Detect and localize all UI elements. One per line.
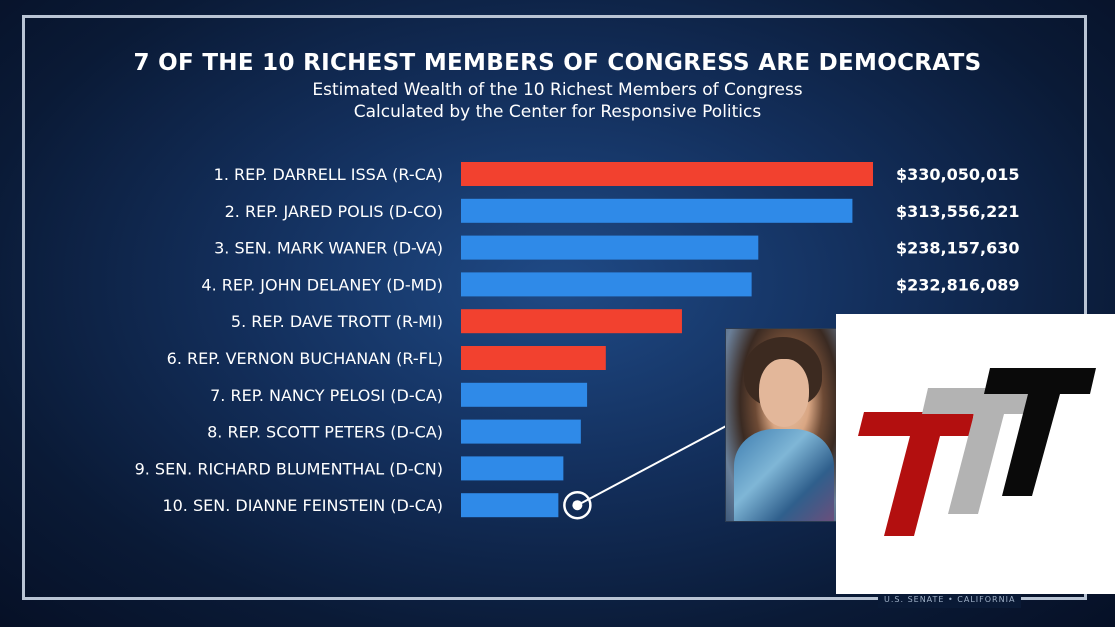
bar: [461, 162, 873, 186]
bar: [461, 198, 853, 223]
portrait-face: [759, 359, 809, 427]
chart-subtitle-line1: Estimated Wealth of the 10 Richest Membe…: [312, 80, 803, 100]
category-label: 3. SEN. MARK WANER (D-VA): [214, 239, 443, 258]
highlight-dot: [572, 500, 583, 511]
category-label: 2. REP. JARED POLIS (D-CO): [225, 202, 443, 221]
chart-frame: [22, 15, 1087, 600]
chart-title: 7 OF THE 10 RICHEST MEMBERS OF CONGRESS …: [133, 50, 982, 76]
bar: [461, 456, 564, 481]
chart-subtitle-line2: Calculated by the Center for Responsive …: [353, 102, 762, 122]
category-label: 10. SEN. DIANNE FEINSTEIN (D-CA): [162, 496, 443, 515]
category-label: 7. REP. NANCY PELOSI (D-CA): [210, 386, 443, 405]
bar: [461, 493, 559, 518]
highlight-ring: [563, 490, 592, 520]
callout-line: [576, 424, 729, 507]
portrait-photo: [725, 328, 842, 522]
bar: [461, 235, 759, 260]
value-label: $313,556,221: [896, 202, 1019, 221]
bar: [461, 346, 606, 370]
ttt-logo-icon: [858, 368, 1096, 536]
category-label: 5. REP. DAVE TROTT (R-MI): [231, 312, 443, 331]
watermark-logo: [836, 314, 1115, 594]
value-label: $330,050,015: [896, 165, 1019, 184]
category-label: 6. REP. VERNON BUCHANAN (R-FL): [167, 349, 443, 368]
category-label: 1. REP. DARRELL ISSA (R-CA): [214, 165, 443, 184]
category-label: 8. REP. SCOTT PETERS (D-CA): [207, 423, 443, 442]
bar: [461, 309, 682, 334]
footer-tag: U.S. SENATE • CALIFORNIA: [878, 592, 1022, 608]
bar: [461, 382, 588, 407]
category-label: 4. REP. JOHN DELANEY (D-MD): [201, 275, 443, 294]
value-label: $232,816,089: [896, 275, 1019, 294]
value-label: $238,157,630: [896, 239, 1019, 258]
portrait-scarf: [734, 429, 834, 521]
bar: [461, 419, 581, 444]
category-label: 9. SEN. RICHARD BLUMENTHAL (D-CN): [135, 459, 443, 478]
bar: [461, 272, 752, 297]
